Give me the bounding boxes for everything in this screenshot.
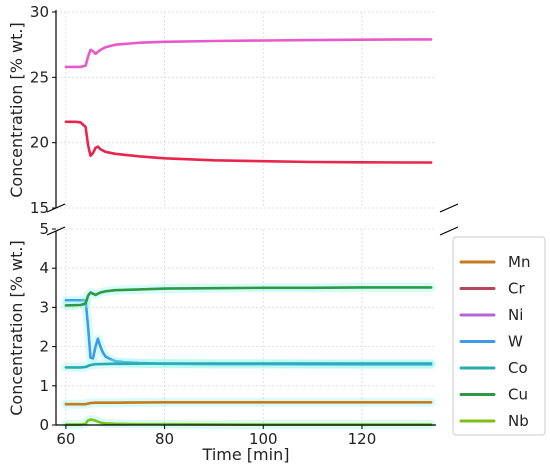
legend-label-mn: Mn [508, 253, 530, 271]
upper-series-line-cr [64, 120, 433, 164]
lower-y-tick-label-1: 1 [39, 377, 49, 395]
upper-y-tick-label-2: 25 [30, 68, 49, 86]
upper-panel-grid [56, 11, 436, 209]
upper-panel-series [64, 38, 433, 164]
lower-y-tick-label-0: 0 [39, 416, 49, 434]
legend-label-co: Co [508, 359, 528, 377]
legend: Mn Cr Ni W Co Cu Nb [452, 236, 546, 436]
lower-y-axis-label: Concentration [% wt.] [7, 240, 26, 416]
legend-label-cr: Cr [508, 280, 525, 298]
lower-y-tick-label-5: 5 [39, 220, 49, 238]
upper-y-tick-label-0: 15 [30, 199, 49, 217]
axis-break-mark-right-lower [439, 226, 459, 236]
series-band-w [61, 295, 436, 370]
lower-series-line-nb [64, 418, 433, 426]
lower-series-line-cu [64, 286, 433, 307]
x-ticks: 60 80 100 120 [56, 425, 376, 448]
upper-panel-y-ticks: 15 20 25 30 [30, 3, 56, 217]
upper-y-tick-label-3: 30 [30, 3, 49, 21]
upper-y-tick-label-1: 20 [30, 134, 49, 152]
axis-break-mark-left-lower [46, 226, 66, 236]
legend-label-nb: Nb [508, 412, 529, 430]
lower-panel-series [61, 282, 436, 430]
lower-series-line-w [64, 298, 433, 366]
legend-label-cu: Cu [508, 386, 528, 404]
x-tick-label-1: 80 [155, 430, 174, 448]
lower-series-line-mn [64, 400, 433, 406]
upper-series-line-ni [64, 38, 433, 69]
x-tick-label-3: 120 [348, 430, 377, 448]
legend-frame [452, 236, 546, 436]
lower-y-tick-label-4: 4 [39, 259, 49, 277]
lower-series-line-co [64, 362, 433, 369]
upper-y-axis-label: Concentration [% wt.] [7, 22, 26, 198]
lower-y-tick-label-3: 3 [39, 298, 49, 316]
lower-panel-grid [56, 228, 436, 426]
lower-y-tick-label-2: 2 [39, 338, 49, 356]
x-axis-label: Time [min] [202, 445, 290, 464]
x-tick-label-2: 100 [249, 430, 278, 448]
axis-break-mark-right-upper [439, 203, 459, 213]
lower-panel-y-ticks: 0 1 2 3 4 5 [39, 220, 56, 434]
x-tick-label-0: 60 [56, 430, 75, 448]
legend-label-w: W [508, 333, 523, 351]
legend-label-ni: Ni [508, 306, 523, 324]
